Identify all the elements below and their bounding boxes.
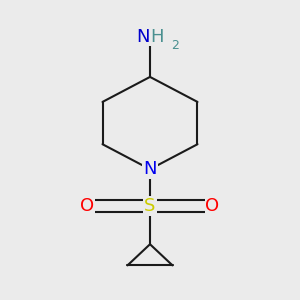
- Text: N: N: [143, 160, 157, 178]
- Text: O: O: [80, 197, 94, 215]
- Text: 2: 2: [171, 38, 179, 52]
- Text: S: S: [144, 197, 156, 215]
- Text: N: N: [136, 28, 150, 46]
- Text: O: O: [206, 197, 220, 215]
- Text: H: H: [150, 28, 164, 46]
